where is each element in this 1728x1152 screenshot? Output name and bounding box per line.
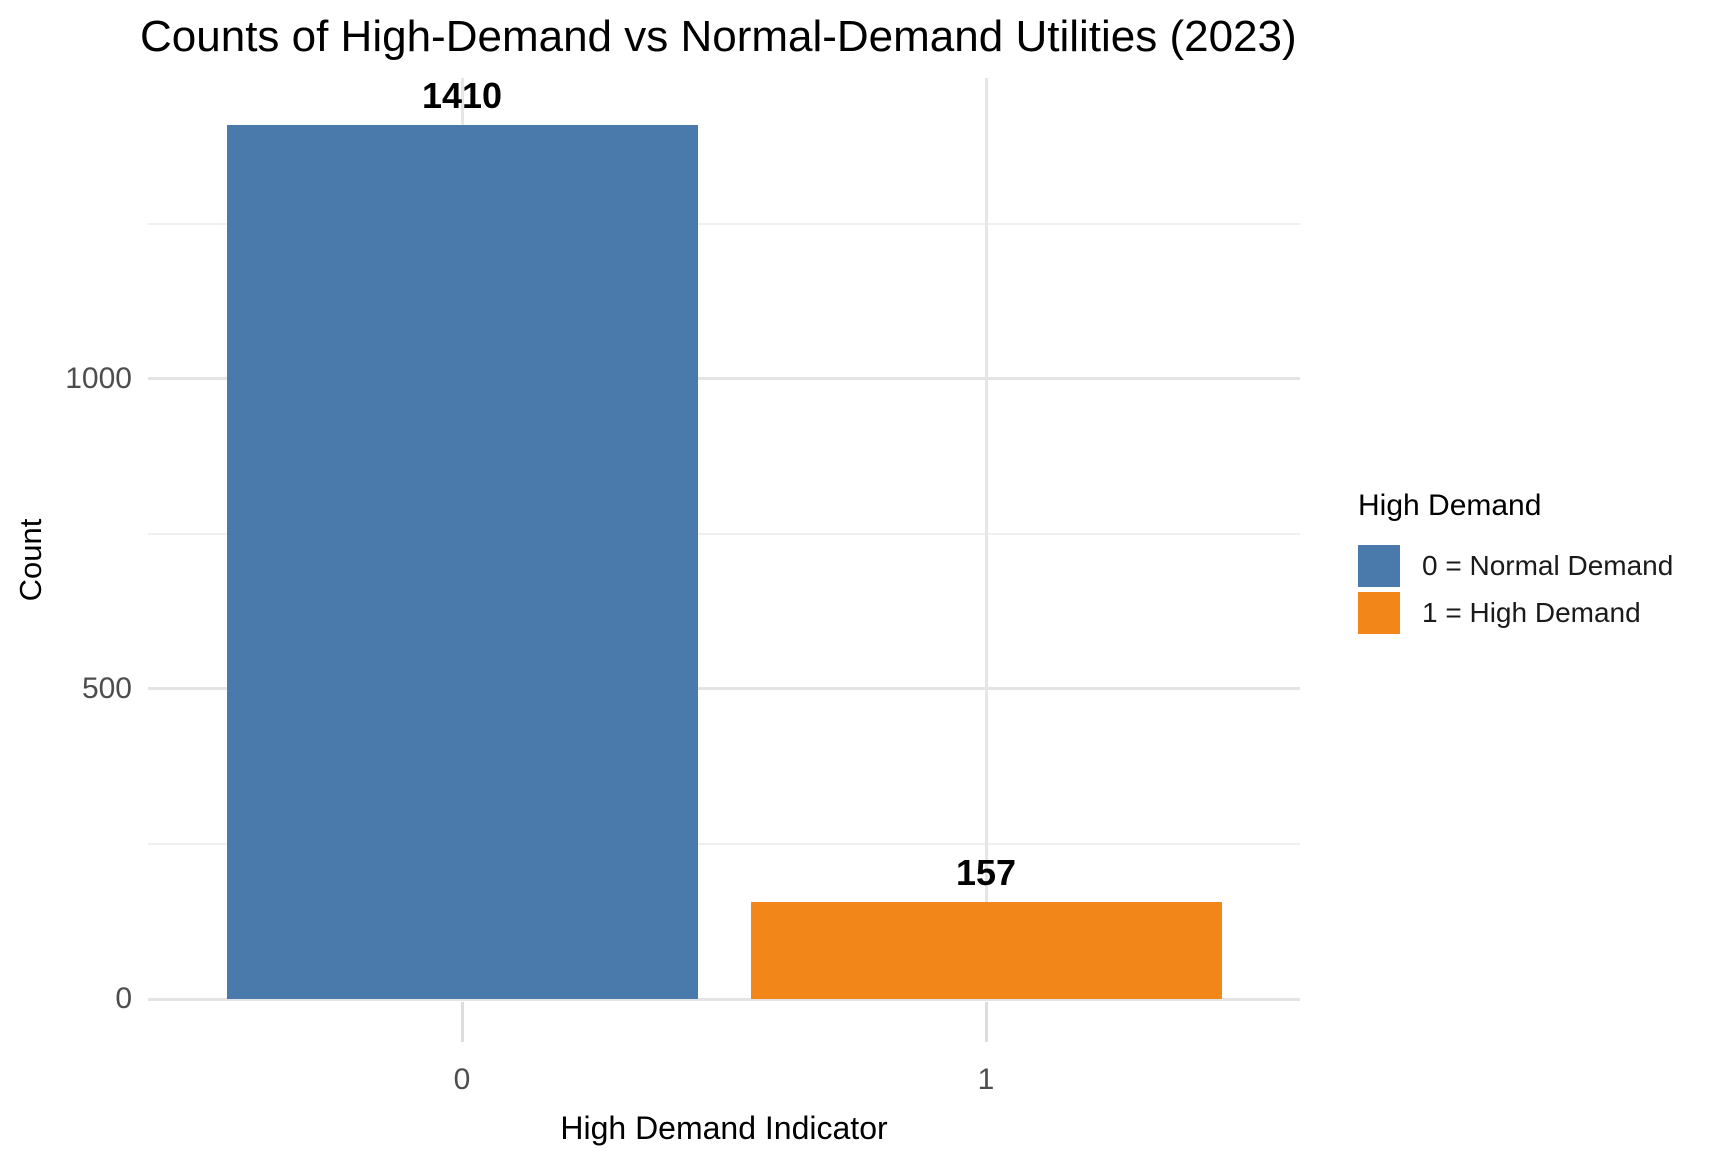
x-tick-label-0: 0 bbox=[453, 1063, 471, 1096]
legend-item-label: 1 = High Demand bbox=[1422, 597, 1641, 628]
normal-demand-swatch bbox=[1358, 545, 1400, 587]
major-gridline-y1000 bbox=[148, 377, 1300, 381]
x-tick-mark-0 bbox=[460, 1002, 464, 1042]
bar-category-0 bbox=[226, 124, 698, 999]
minor-gridline-y1250 bbox=[148, 222, 1300, 225]
x-tick-mark-1 bbox=[984, 1002, 988, 1042]
y-tick-label-1000: 1000 bbox=[65, 361, 132, 395]
major-gridline-y500 bbox=[148, 687, 1300, 691]
minor-gridline-y250 bbox=[148, 842, 1300, 845]
minor-gridline-y750 bbox=[148, 532, 1300, 535]
legend-item-label: 0 = Normal Demand bbox=[1422, 550, 1674, 581]
bar-value-label-0: 1410 bbox=[421, 74, 503, 116]
major-gridline-y0 bbox=[148, 997, 1300, 1001]
legend: High Demand 0 = Normal Demand 1 = High D… bbox=[1358, 489, 1673, 639]
legend-item-high-demand: 1 = High Demand bbox=[1358, 592, 1673, 634]
bar-category-1 bbox=[750, 901, 1222, 999]
x-axis-title: High Demand Indicator bbox=[560, 1110, 888, 1146]
bar-value-label-1: 157 bbox=[955, 851, 1017, 893]
legend-item-normal-demand: 0 = Normal Demand bbox=[1358, 545, 1673, 587]
vertical-gridline-category-1 bbox=[984, 78, 988, 999]
x-tick-label-1: 1 bbox=[977, 1063, 995, 1096]
plot-area: 1410 157 0 1 bbox=[148, 74, 1300, 1096]
y-axis-title: Count bbox=[13, 518, 48, 602]
legend-title: High Demand bbox=[1358, 489, 1542, 522]
chart-title: Counts of High-Demand vs Normal-Demand U… bbox=[140, 12, 1297, 61]
high-demand-swatch bbox=[1358, 592, 1400, 634]
y-tick-label-500: 500 bbox=[81, 671, 132, 705]
y-tick-label-0: 0 bbox=[115, 982, 132, 1015]
